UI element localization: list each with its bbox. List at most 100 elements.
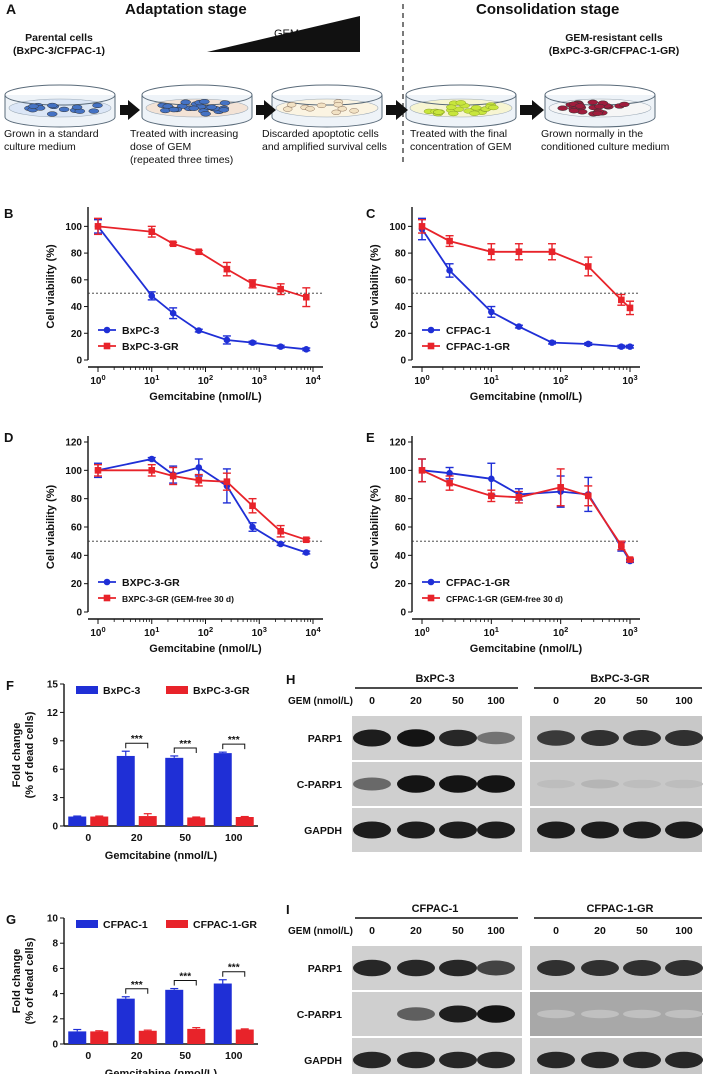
dose-label: 50 [636, 925, 648, 937]
blot-band [397, 821, 435, 839]
blot-row-label: C-PARP1 [297, 779, 342, 791]
legend-swatch [76, 686, 98, 694]
dose-label: 100 [487, 925, 505, 937]
bar-cfpac-1 [68, 1031, 87, 1044]
legend-marker [103, 326, 111, 334]
blot-band [397, 959, 435, 977]
step-caption-3: and amplified survival cells [262, 141, 387, 153]
data-point [277, 540, 284, 548]
cell [331, 109, 341, 115]
significance-bracket [125, 988, 149, 994]
legend-marker [103, 578, 111, 586]
y-axis-label: Cell viability (%) [369, 484, 381, 569]
y-tick-label: 0 [400, 356, 406, 367]
blot-band [439, 729, 477, 747]
data-point [169, 472, 177, 480]
panel-letter-h: H [286, 672, 295, 687]
blot-band [665, 1051, 703, 1069]
panel-letter-f: F [6, 678, 14, 693]
y-tick-label: 60 [71, 275, 83, 286]
blot-row-label: PARP1 [308, 733, 342, 745]
y-tick-label: 15 [47, 680, 59, 691]
blot-band [477, 731, 515, 745]
significance-bracket [125, 742, 149, 749]
blot-band [477, 960, 515, 976]
blot-band [581, 960, 619, 976]
y-axis-label: Cell viability (%) [45, 484, 57, 569]
data-point [94, 467, 102, 474]
x-tick-label: 50 [179, 832, 191, 844]
bar-bxpc-3-gr [138, 816, 157, 826]
legend-label: BXPC-3-GR [122, 577, 180, 589]
blot-band [537, 960, 575, 976]
x-tick-label: 101 [144, 625, 159, 639]
dish-rim [271, 84, 383, 106]
data-point [548, 339, 556, 346]
cell [218, 107, 230, 113]
cell [46, 111, 58, 117]
data-point [302, 293, 310, 301]
blot-band [665, 821, 703, 839]
blot-band [439, 959, 477, 977]
y-tick-label: 3 [52, 793, 58, 804]
x-tick-label: 102 [198, 373, 213, 387]
y-tick-label: 100 [65, 222, 82, 233]
data-point [277, 285, 284, 293]
data-point [584, 340, 592, 348]
legend-label: CFPAC-1 [103, 919, 148, 931]
series-line [421, 225, 631, 309]
cell [470, 105, 482, 111]
cell [206, 104, 217, 110]
y-tick-label: 0 [76, 608, 82, 619]
data-point [626, 343, 634, 350]
blot-band [537, 821, 575, 839]
cell [469, 110, 480, 116]
data-point [148, 467, 156, 474]
blot-group-right: BxPC-3-GR [590, 673, 649, 685]
data-point [223, 265, 231, 273]
data-point [195, 464, 203, 471]
x-axis-label: Gemcitabine (nmol/L) [470, 643, 583, 655]
x-tick-label: 103 [622, 625, 637, 639]
x-tick-label: 20 [131, 1050, 143, 1062]
blot-band [623, 1009, 661, 1019]
resistant-cells-title: GEM-resistant cells [565, 32, 663, 44]
cell [455, 100, 467, 106]
blot-band [397, 775, 435, 793]
y-tick-label: 80 [71, 494, 83, 505]
y-tick-label: 9 [52, 736, 58, 747]
y-tick-label: 0 [52, 1040, 58, 1051]
legend-label: CFPAC-1-GR [446, 341, 510, 353]
line-chart-c: 0 20 40 60 80 100 100 101 102 103 Gemcitabine (nmo… [369, 207, 640, 403]
y-tick-label: 40 [71, 551, 83, 562]
y-tick-label: 20 [395, 579, 407, 590]
dose-label: 20 [410, 695, 422, 707]
data-point [148, 455, 156, 463]
dose-label: 0 [369, 925, 375, 937]
x-tick-label: 104 [305, 625, 321, 639]
gem-dose-label: GEM (nmol/L) [288, 696, 353, 707]
legend-swatch [76, 920, 98, 928]
cell [337, 106, 348, 112]
y-tick-label: 40 [71, 302, 83, 313]
cell [286, 102, 297, 108]
dose-label: 100 [487, 695, 505, 707]
cell [188, 105, 200, 111]
blot-band [353, 821, 391, 839]
step-caption-3: Discarded apoptotic cells [262, 128, 379, 140]
legend-marker [103, 342, 111, 350]
data-point [557, 484, 564, 491]
data-point [195, 327, 203, 334]
series-line [97, 225, 307, 299]
cell [446, 104, 457, 110]
western-blot-h: H BxPC-3 BxPC-3-GR GEM (nmol/L) 0 20 50 100 0 20 5… [286, 672, 703, 852]
panel-letter-c: C [366, 206, 376, 221]
blot-band [397, 729, 435, 747]
blot-band [397, 1007, 435, 1021]
y-axis-label: Cell viability (%) [369, 244, 381, 329]
legend-label: CFPAC-1-GR [193, 919, 257, 931]
step-caption-2: (repeated three times) [130, 154, 233, 166]
significance-label: *** [228, 735, 240, 746]
data-point [302, 346, 310, 353]
adaptation-stage-title: Adaptation stage [125, 1, 247, 18]
